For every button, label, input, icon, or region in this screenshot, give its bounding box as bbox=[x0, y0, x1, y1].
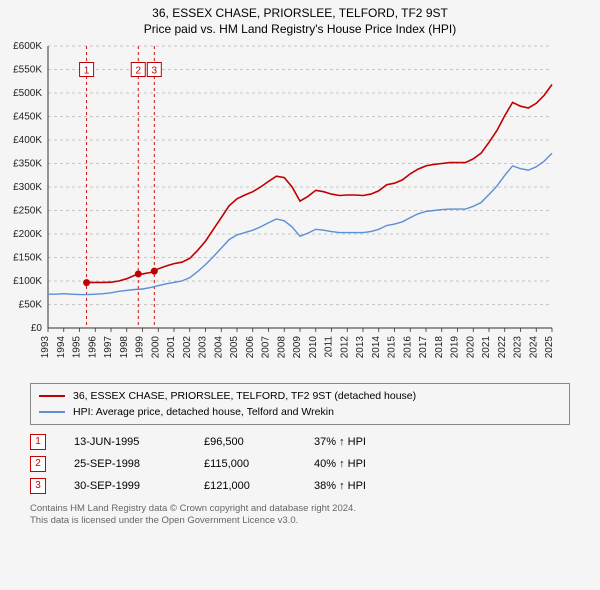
svg-text:2008: 2008 bbox=[276, 336, 287, 359]
svg-text:1996: 1996 bbox=[87, 336, 98, 359]
svg-text:1995: 1995 bbox=[72, 336, 83, 359]
svg-text:2015: 2015 bbox=[387, 336, 398, 359]
svg-text:2012: 2012 bbox=[339, 336, 350, 359]
svg-text:2014: 2014 bbox=[371, 336, 382, 359]
svg-text:1: 1 bbox=[84, 66, 90, 77]
sale-price: £115,000 bbox=[204, 458, 314, 470]
sale-row: 1 13-JUN-1995 £96,500 37% ↑ HPI bbox=[30, 431, 570, 453]
svg-text:2024: 2024 bbox=[528, 336, 539, 359]
legend-swatch-property bbox=[39, 395, 65, 397]
legend-label-property: 36, ESSEX CHASE, PRIORSLEE, TELFORD, TF2… bbox=[73, 390, 416, 402]
sale-date: 30-SEP-1999 bbox=[74, 480, 204, 492]
sale-pct: 37% ↑ HPI bbox=[314, 436, 414, 448]
line-chart-svg: £0 £50K £100K £150K £200K £250K £300K £350K £400… bbox=[0, 40, 560, 370]
svg-text:£150K: £150K bbox=[13, 253, 42, 264]
svg-text:£350K: £350K bbox=[13, 159, 42, 170]
chart-plot-area: £0 £50K £100K £150K £200K £250K £300K £350K £400… bbox=[0, 40, 600, 375]
sales-list: 1 13-JUN-1995 £96,500 37% ↑ HPI 2 25-SEP… bbox=[30, 431, 570, 497]
svg-text:1997: 1997 bbox=[103, 336, 114, 359]
svg-text:2004: 2004 bbox=[213, 336, 224, 359]
sale-row: 3 30-SEP-1999 £121,000 38% ↑ HPI bbox=[30, 475, 570, 497]
svg-text:2023: 2023 bbox=[513, 336, 524, 359]
svg-text:1993: 1993 bbox=[40, 336, 51, 359]
svg-text:2022: 2022 bbox=[497, 336, 508, 359]
sale-marker-2: 2 bbox=[30, 456, 46, 472]
svg-text:2: 2 bbox=[135, 66, 141, 77]
svg-text:1999: 1999 bbox=[135, 336, 146, 359]
footer: Contains HM Land Registry data © Crown c… bbox=[30, 503, 570, 528]
svg-text:2018: 2018 bbox=[434, 336, 445, 359]
sale-date: 13-JUN-1995 bbox=[74, 436, 204, 448]
footer-line-2: This data is licensed under the Open Gov… bbox=[30, 515, 570, 527]
svg-text:£250K: £250K bbox=[13, 206, 42, 217]
legend-label-hpi: HPI: Average price, detached house, Telf… bbox=[73, 406, 334, 418]
chart-title: 36, ESSEX CHASE, PRIORSLEE, TELFORD, TF2… bbox=[0, 0, 600, 20]
sale-pct: 38% ↑ HPI bbox=[314, 480, 414, 492]
sale-marker-1: 1 bbox=[30, 434, 46, 450]
sale-marker-3: 3 bbox=[30, 478, 46, 494]
svg-text:2001: 2001 bbox=[166, 336, 177, 359]
sale-pct: 40% ↑ HPI bbox=[314, 458, 414, 470]
svg-text:2021: 2021 bbox=[481, 336, 492, 359]
svg-text:£600K: £600K bbox=[13, 41, 42, 52]
legend-row-property: 36, ESSEX CHASE, PRIORSLEE, TELFORD, TF2… bbox=[39, 388, 561, 404]
legend-row-hpi: HPI: Average price, detached house, Telf… bbox=[39, 404, 561, 420]
svg-text:2011: 2011 bbox=[324, 336, 335, 358]
chart-subtitle: Price paid vs. HM Land Registry's House … bbox=[0, 20, 600, 40]
svg-text:£550K: £550K bbox=[13, 65, 42, 76]
svg-text:2016: 2016 bbox=[402, 336, 413, 359]
chart-container: 36, ESSEX CHASE, PRIORSLEE, TELFORD, TF2… bbox=[0, 0, 600, 590]
svg-text:2020: 2020 bbox=[465, 336, 476, 359]
legend-swatch-hpi bbox=[39, 411, 65, 413]
svg-text:2009: 2009 bbox=[292, 336, 303, 359]
svg-text:£0: £0 bbox=[31, 323, 43, 334]
svg-text:2005: 2005 bbox=[229, 336, 240, 359]
svg-text:2013: 2013 bbox=[355, 336, 366, 359]
svg-text:1994: 1994 bbox=[56, 336, 67, 359]
svg-text:2019: 2019 bbox=[450, 336, 461, 359]
svg-text:2017: 2017 bbox=[418, 336, 429, 359]
svg-text:£100K: £100K bbox=[13, 276, 42, 287]
svg-text:3: 3 bbox=[152, 66, 158, 77]
svg-text:£500K: £500K bbox=[13, 88, 42, 99]
sale-row: 2 25-SEP-1998 £115,000 40% ↑ HPI bbox=[30, 453, 570, 475]
svg-text:2007: 2007 bbox=[261, 336, 272, 359]
svg-text:£300K: £300K bbox=[13, 182, 42, 193]
svg-text:2003: 2003 bbox=[198, 336, 209, 359]
sale-price: £96,500 bbox=[204, 436, 314, 448]
sale-price: £121,000 bbox=[204, 480, 314, 492]
svg-text:2025: 2025 bbox=[544, 336, 555, 359]
svg-text:2000: 2000 bbox=[150, 336, 161, 359]
svg-text:£450K: £450K bbox=[13, 112, 42, 123]
svg-text:£50K: £50K bbox=[19, 300, 43, 311]
svg-text:£400K: £400K bbox=[13, 135, 42, 146]
footer-line-1: Contains HM Land Registry data © Crown c… bbox=[30, 503, 570, 515]
svg-text:£200K: £200K bbox=[13, 229, 42, 240]
svg-text:1998: 1998 bbox=[119, 336, 130, 359]
legend-box: 36, ESSEX CHASE, PRIORSLEE, TELFORD, TF2… bbox=[30, 383, 570, 425]
svg-text:2002: 2002 bbox=[182, 336, 193, 359]
sale-date: 25-SEP-1998 bbox=[74, 458, 204, 470]
svg-text:2006: 2006 bbox=[245, 336, 256, 359]
svg-text:2010: 2010 bbox=[308, 336, 319, 359]
